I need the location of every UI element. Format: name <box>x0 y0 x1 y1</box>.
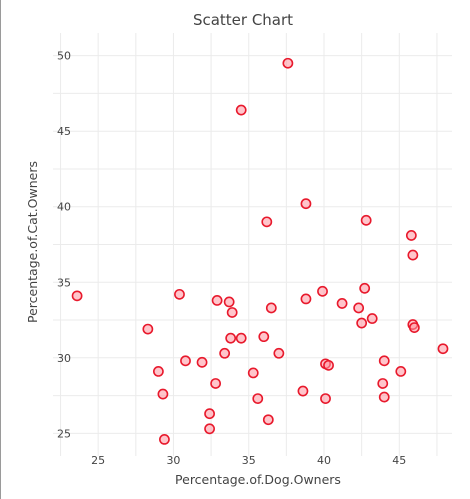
data-point <box>261 216 273 228</box>
data-point <box>282 57 294 69</box>
data-point <box>356 317 368 329</box>
y-tick-label: 40 <box>57 201 71 214</box>
data-point <box>405 230 417 241</box>
data-point <box>225 332 237 344</box>
data-point <box>235 332 247 344</box>
data-point <box>360 214 372 226</box>
data-point <box>359 282 371 294</box>
data-point <box>378 355 390 367</box>
tick-labels: 25 30 35 40 45 25 30 35 40 45 50 <box>57 50 406 467</box>
data-point <box>252 393 264 404</box>
data-point <box>174 288 185 300</box>
data-point <box>265 302 277 314</box>
data-point <box>210 378 222 389</box>
data-point <box>142 323 154 335</box>
y-axis-title: Percentage.of.Cat.Owners <box>25 161 40 323</box>
data-point <box>320 393 331 404</box>
data-point <box>297 385 309 397</box>
data-point <box>262 414 274 426</box>
data-point <box>235 104 247 116</box>
data-point <box>377 378 389 389</box>
data-point <box>247 367 259 379</box>
y-tick-label: 35 <box>57 276 71 289</box>
data-point <box>378 391 390 403</box>
data-point <box>196 356 208 368</box>
data-point <box>157 388 169 400</box>
data-point <box>71 290 83 302</box>
data-point <box>159 433 170 445</box>
y-tick-label: 30 <box>57 352 71 365</box>
x-tick-label: 45 <box>392 454 406 467</box>
data-point <box>204 408 215 420</box>
data-point <box>300 198 312 210</box>
data-point <box>323 359 334 371</box>
data-point <box>273 347 285 359</box>
data-points <box>71 57 449 445</box>
y-tick-label: 50 <box>57 50 71 63</box>
data-point <box>204 423 215 435</box>
x-tick-label: 40 <box>317 454 331 467</box>
chart-title: Scatter Chart <box>193 11 293 29</box>
data-point <box>437 343 449 355</box>
data-point <box>336 298 348 309</box>
data-point <box>353 302 365 314</box>
data-point <box>408 322 420 333</box>
y-tick-label: 25 <box>57 427 71 440</box>
data-point <box>366 313 378 324</box>
y-tick-label: 45 <box>57 125 71 138</box>
data-point <box>180 355 191 367</box>
data-point <box>211 294 223 306</box>
data-point <box>317 285 328 297</box>
x-tick-label: 30 <box>166 454 180 467</box>
grid-lines <box>53 33 452 456</box>
x-tick-label: 25 <box>91 454 105 467</box>
x-axis-title: Percentage.of.Dog.Owners <box>175 472 341 487</box>
data-point <box>223 296 235 308</box>
data-point <box>258 331 270 343</box>
data-point <box>152 365 164 377</box>
data-point <box>395 365 407 377</box>
data-point <box>219 347 231 359</box>
data-point <box>226 307 238 318</box>
data-point <box>300 293 312 305</box>
data-point <box>407 249 419 261</box>
x-tick-label: 35 <box>242 454 256 467</box>
